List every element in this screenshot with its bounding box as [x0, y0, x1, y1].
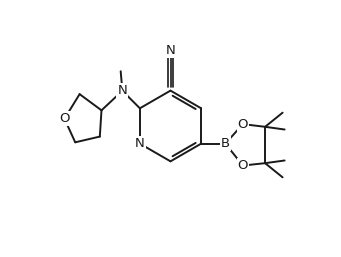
Text: O: O [59, 112, 70, 125]
Text: O: O [238, 159, 248, 172]
Text: B: B [221, 137, 230, 150]
Text: N: N [135, 137, 145, 150]
Text: O: O [238, 118, 248, 131]
Text: N: N [166, 44, 175, 57]
Text: N: N [118, 84, 127, 97]
